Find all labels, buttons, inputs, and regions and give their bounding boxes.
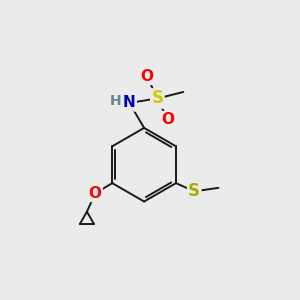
Text: H: H [110,94,121,107]
Text: S: S [152,89,164,107]
Text: N: N [123,95,136,110]
Text: O: O [141,69,154,84]
Text: O: O [89,186,102,201]
Text: S: S [188,182,200,200]
Text: O: O [161,112,174,127]
